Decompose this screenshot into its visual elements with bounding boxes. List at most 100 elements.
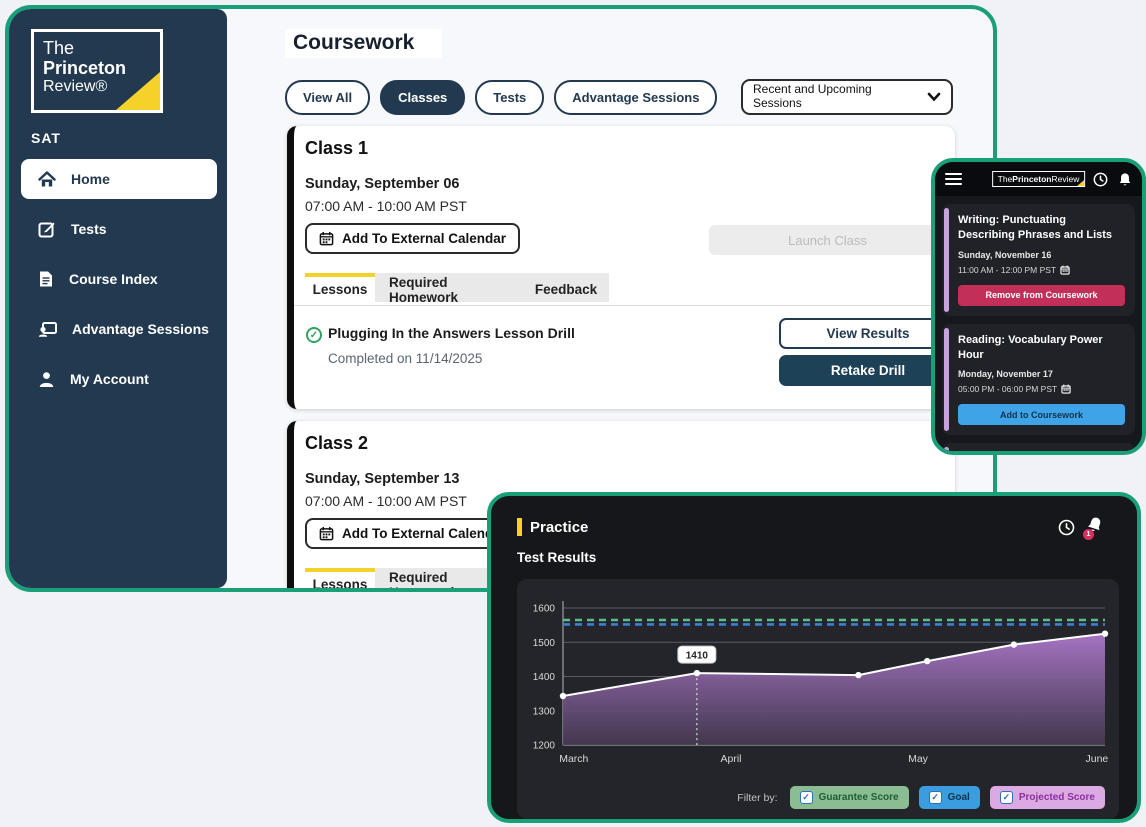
svg-text:June: June <box>1086 753 1109 765</box>
sidebar-item-label: My Account <box>70 371 149 387</box>
filter-goal[interactable]: ✓ Goal <box>918 786 980 809</box>
tab-feedback[interactable]: Feedback <box>523 273 609 302</box>
calendar-icon <box>319 231 334 246</box>
calendar-icon <box>319 526 334 541</box>
sessions-list: Writing: Punctuating Describing Phrases … <box>935 196 1142 455</box>
sidebar-item-advantage-sessions[interactable]: Advantage Sessions <box>21 309 217 349</box>
completed-check-icon: ✓ <box>306 327 322 343</box>
add-to-external-calendar-button[interactable]: Add To External Calendar <box>305 223 521 254</box>
my-account-icon <box>39 371 54 387</box>
mobile-logo-part-2: Princeton <box>1012 174 1052 184</box>
calendar-icon[interactable] <box>1061 384 1071 394</box>
svg-text:1410: 1410 <box>686 651 709 662</box>
filter-view-all[interactable]: View All <box>285 80 371 115</box>
tests-icon <box>38 222 55 238</box>
logo-yellow-triangle <box>116 72 160 110</box>
filter-guarantee-score-label: Guarantee Score <box>818 792 899 803</box>
session-title: Math: Geometry and Trigonometry <box>958 452 1125 455</box>
practice-panel: Practice 1 Test Results 1600 1500 1400 1300… <box>487 492 1141 823</box>
score-trend-chart: 1600 1500 1400 1300 1200 1410 March April May Jun… <box>533 601 1109 765</box>
tab-required-homework-2[interactable]: Required Homework <box>375 568 523 588</box>
session-time-text: 05:00 PM - 06:00 PM PST <box>958 384 1058 395</box>
checkbox-checked-icon[interactable]: ✓ <box>999 791 1013 804</box>
practice-title: Practice <box>530 518 589 536</box>
sessions-dropdown-value: Recent and Upcoming Sessions <box>753 82 872 110</box>
sidebar-item-label: Home <box>71 171 110 187</box>
filter-tests[interactable]: Tests <box>475 80 545 115</box>
check-glyph: ✓ <box>1002 792 1011 802</box>
svg-text:1600: 1600 <box>533 604 556 615</box>
class-1-title: Class 1 <box>305 138 369 158</box>
tab-lessons-2[interactable]: Lessons <box>305 568 375 588</box>
advantage-sessions-icon <box>38 321 57 337</box>
mobile-princeton-review-logo: ThePrincetonReview <box>991 171 1086 187</box>
page-title-wrap: Coursework <box>285 29 443 58</box>
clock-icon[interactable] <box>1058 519 1075 536</box>
sidebar-nav: Home Tests Course Index Advantage Sessio… <box>21 159 217 399</box>
logo-line-3: Review® <box>43 78 108 96</box>
session-card-math: Math: Geometry and Trigonometry <box>942 443 1135 455</box>
svg-text:April: April <box>720 753 741 765</box>
logo-line-2: Princeton <box>43 58 127 79</box>
filter-guarantee-score[interactable]: ✓ Guarantee Score <box>789 786 909 809</box>
tab-required-homework[interactable]: Required Homework <box>375 273 523 305</box>
class-1-time: 07:00 AM - 10:00 AM PST <box>305 198 467 214</box>
sidebar-item-my-account[interactable]: My Account <box>21 359 217 399</box>
sessions-dropdown[interactable]: Recent and Upcoming Sessions <box>741 79 953 115</box>
notification-bell-wrap[interactable]: 1 <box>1083 516 1103 540</box>
filter-classes[interactable]: Classes <box>380 80 466 115</box>
filter-goal-label: Goal <box>947 792 970 803</box>
retake-drill-button[interactable]: Retake Drill <box>779 355 957 386</box>
session-date: Sunday, November 16 <box>958 249 1052 260</box>
lesson-title: Plugging In the Answers Lesson Drill <box>328 325 575 341</box>
class-2-tab-bar: Lessons Required Homework <box>305 568 523 588</box>
svg-text:1400: 1400 <box>533 672 556 683</box>
filter-projected-score[interactable]: ✓ Projected Score <box>989 786 1105 809</box>
svg-text:May: May <box>908 753 929 765</box>
test-results-title: Test Results <box>517 550 597 565</box>
sidebar-item-label: Tests <box>71 221 107 237</box>
mobile-header: ThePrincetonReview <box>935 162 1142 196</box>
sidebar-section-label: SAT <box>31 130 61 146</box>
check-glyph: ✓ <box>802 792 810 802</box>
coursework-filter-row: View All Classes Tests Advantage Session… <box>285 80 718 115</box>
sidebar-item-home[interactable]: Home <box>21 159 217 199</box>
add-to-external-calendar-button-2[interactable]: Add To External Calendar <box>305 518 521 549</box>
class-2-title: Class 2 <box>305 433 369 453</box>
check-glyph: ✓ <box>931 792 939 802</box>
lesson-status: Completed on 11/14/2025 <box>328 351 483 366</box>
practice-accent-bar <box>517 518 522 536</box>
clock-icon[interactable] <box>1093 172 1108 187</box>
home-icon <box>38 170 56 186</box>
launch-class-button[interactable]: Launch Class <box>709 225 946 255</box>
checkbox-checked-icon[interactable]: ✓ <box>799 791 813 804</box>
bell-icon[interactable] <box>1118 172 1132 187</box>
add-to-coursework-button[interactable]: Add to Coursework <box>958 404 1125 426</box>
sidebar-item-course-index[interactable]: Course Index <box>21 259 217 299</box>
menu-icon[interactable] <box>945 173 962 185</box>
tab-divider <box>294 305 955 306</box>
chart-filter-row: Filter by: ✓ Guarantee Score ✓ Goal ✓ Pr… <box>517 786 1105 809</box>
sidebar: The Princeton Review® SAT Home Tests Cou… <box>9 9 227 588</box>
tab-lessons[interactable]: Lessons <box>305 273 375 302</box>
session-accent-bar <box>944 327 949 432</box>
class-1-card: Class 1 Sunday, September 06 07:00 AM - … <box>287 126 957 409</box>
practice-header: Practice <box>517 518 588 536</box>
calendar-icon[interactable] <box>1060 265 1070 275</box>
class-1-tab-bar: Lessons Required Homework Feedback <box>305 273 609 305</box>
checkbox-checked-icon[interactable]: ✓ <box>928 791 942 804</box>
check-glyph: ✓ <box>309 329 319 341</box>
class-2-date: Sunday, September 13 <box>305 471 460 487</box>
sidebar-item-tests[interactable]: Tests <box>21 209 217 249</box>
view-results-button[interactable]: View Results <box>779 318 957 349</box>
session-time: 05:00 PM - 06:00 PM PST <box>958 384 1125 394</box>
chevron-down-icon <box>927 92 941 102</box>
add-to-external-calendar-label-2: Add To External Calendar <box>342 526 507 541</box>
notification-badge: 1 <box>1083 529 1094 540</box>
princeton-review-logo: The Princeton Review® <box>31 29 163 113</box>
remove-from-coursework-button[interactable]: Remove from Coursework <box>958 284 1125 306</box>
mobile-logo-part-3: Review <box>1051 174 1080 184</box>
filter-advantage-sessions[interactable]: Advantage Sessions <box>554 80 718 115</box>
practice-header-icons: 1 <box>1058 516 1103 540</box>
